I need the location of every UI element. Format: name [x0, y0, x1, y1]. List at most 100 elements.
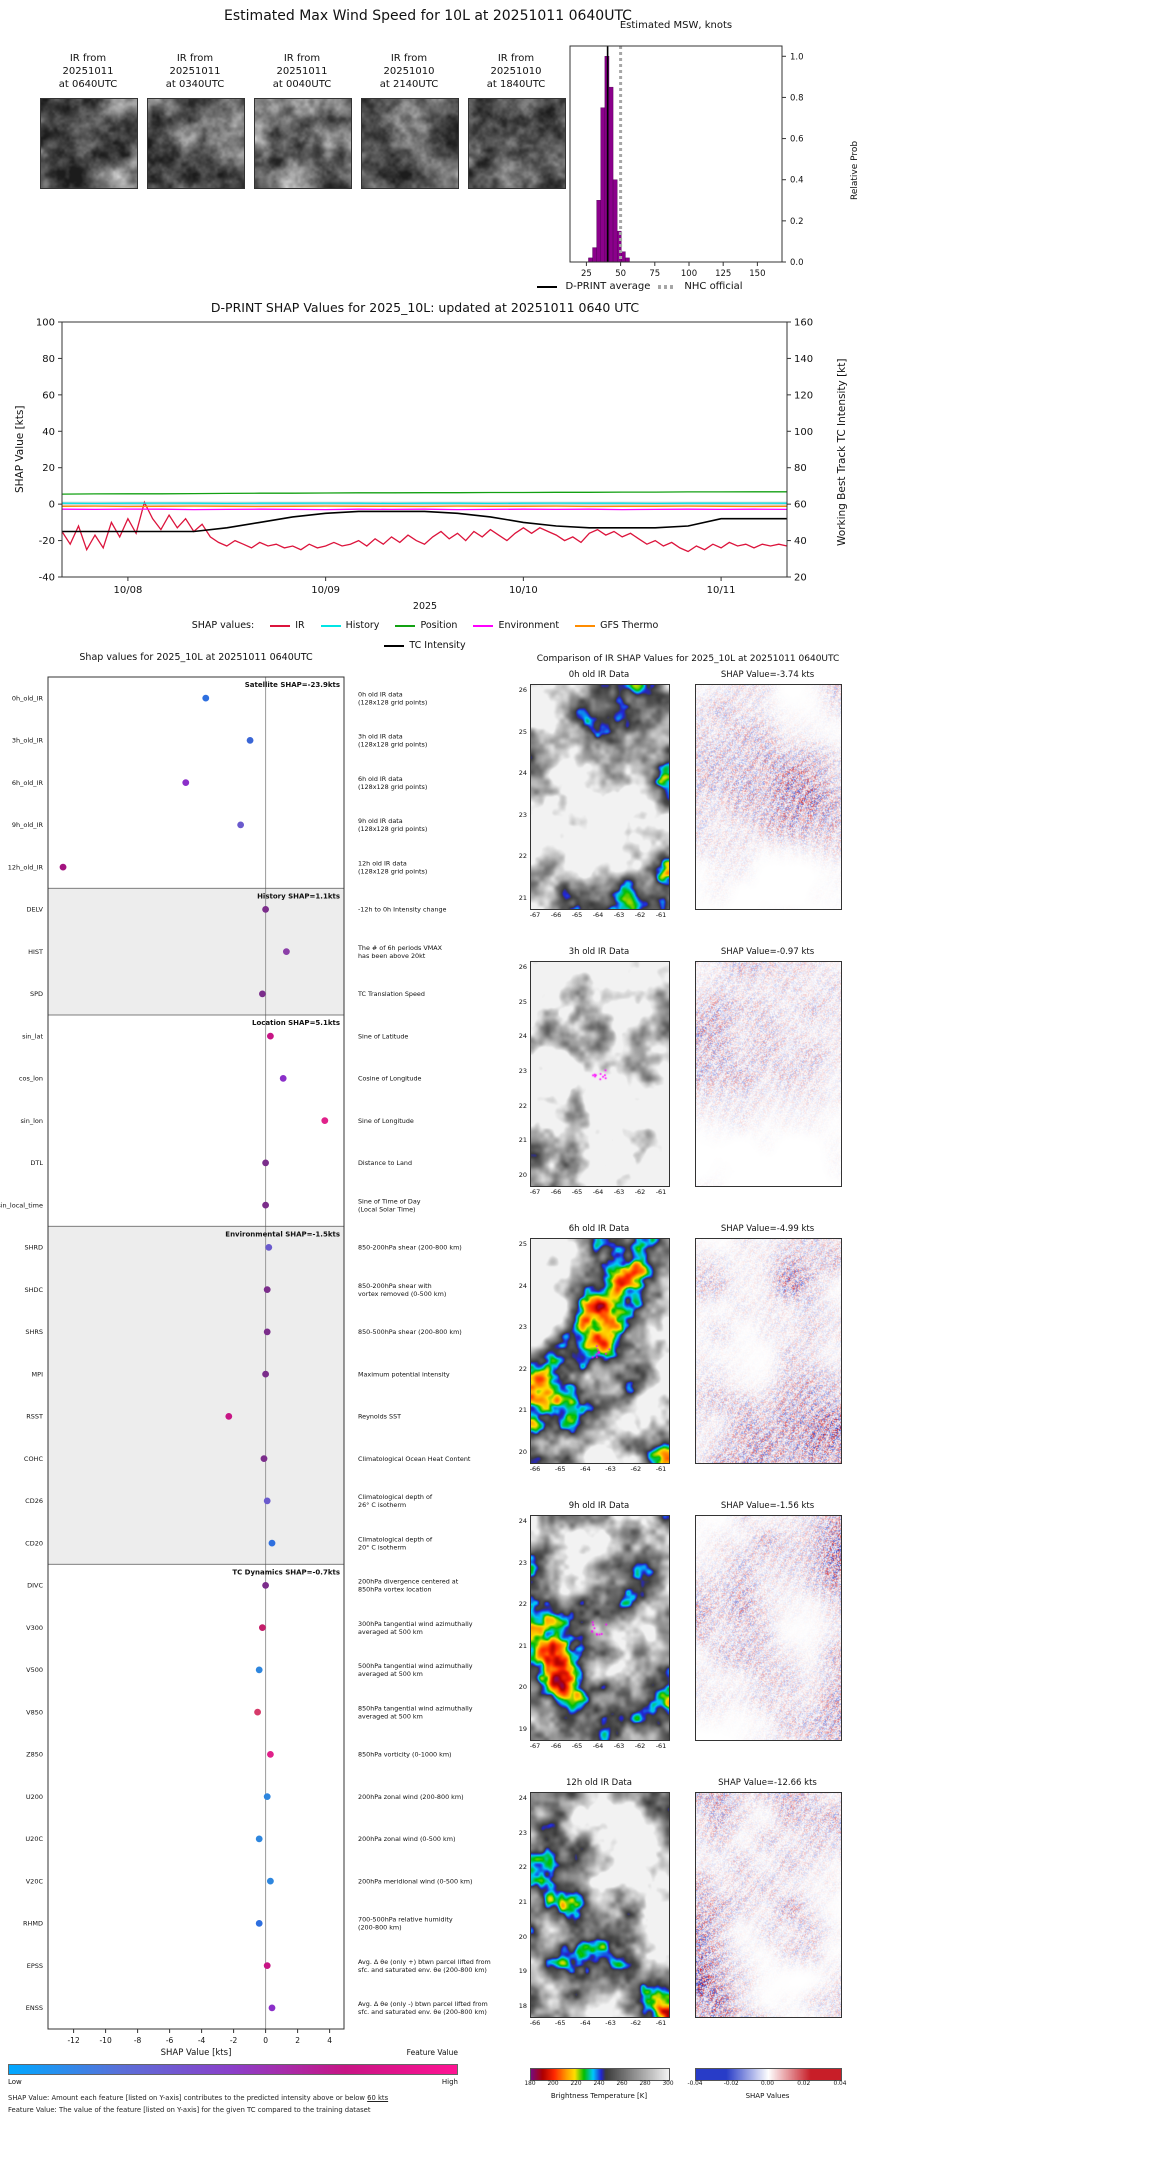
- comparison-row: 0h old IR Data SHAP Value=-3.74 kts 26 25 24…: [512, 670, 864, 947]
- legend-swatch: [270, 624, 291, 627]
- group-band: [48, 888, 344, 1015]
- y-tick-label-right: 60: [794, 500, 807, 511]
- lat-tick-label: 26: [518, 963, 527, 971]
- x-tick-label: 100: [681, 269, 697, 279]
- feature-description: 850hPa vorticity (0-1000 km): [358, 1751, 452, 1759]
- feature-dot: [237, 821, 245, 829]
- x-tick-label: -6: [166, 2036, 174, 2045]
- legend-item-label: TC Intensity: [409, 640, 466, 651]
- feature-description: Climatological depth of: [358, 1493, 433, 1501]
- lon-tick-label: -63: [613, 1742, 625, 1750]
- feature-dot: [262, 1159, 269, 1167]
- feature-description: 200hPa divergence centered at: [358, 1578, 459, 1586]
- x-tick-label: 0: [263, 2036, 268, 2045]
- feature-value-high-label: High: [441, 2078, 458, 2086]
- comparison-colorbars: 180 200 220 240 260 280 300 Brightness Tempera…: [512, 2068, 864, 2128]
- feature-description: 20° C isotherm: [358, 1543, 406, 1551]
- legend-item-label: Position: [420, 620, 458, 631]
- feature-dot: [262, 1201, 269, 1209]
- feature-description: (128x128 grid points): [358, 698, 427, 706]
- feature-label: 12h_old_IR: [8, 863, 44, 871]
- lon-tick-label: -64: [592, 1188, 604, 1196]
- ir-image: [530, 961, 670, 1187]
- feature-value-colorbar: [8, 2064, 458, 2075]
- timeseries-legend-row2: TC Intensity: [0, 640, 850, 651]
- feature-description: Cosine of Longitude: [358, 1075, 422, 1083]
- lat-tick-label: 22: [518, 1863, 527, 1872]
- ir-pane-title: 12h old IR Data: [566, 1778, 632, 1788]
- shap-image: [695, 684, 842, 910]
- lon-tick-label: -66: [529, 2019, 541, 2027]
- comparison-row: 9h old IR Data SHAP Value=-1.56 kts 24 23 22…: [512, 1501, 864, 1778]
- feature-dot: [59, 863, 67, 871]
- shap-tick-label: 0.04: [833, 2081, 847, 2087]
- lat-tick-label: 23: [518, 1323, 527, 1332]
- timeseries-ylabel-left: SHAP Value [kts]: [14, 405, 26, 493]
- ir-thumbnail-image: [361, 98, 459, 189]
- comparison-row: 12h old IR Data SHAP Value=-12.66 kts 24 23…: [512, 1778, 864, 2055]
- ir-thumbnail-image: [254, 98, 352, 189]
- y-tick-label-right: 120: [794, 390, 813, 401]
- legend-item-label: Environment: [498, 620, 560, 631]
- feature-description: 700-500hPa relative humidity: [358, 1916, 453, 1924]
- ir-thumbnail-label-line: at 0340UTC: [165, 79, 225, 90]
- lat-tick-label: 21: [518, 1406, 527, 1415]
- y-tick-label-left: 20: [42, 463, 55, 474]
- feature-description: vortex removed (0-500 km): [358, 1290, 446, 1298]
- ir-thumbnail: IR from 20251010 at 1840UTC: [468, 52, 566, 189]
- feature-label: HIST: [28, 948, 43, 956]
- lat-tick-label: 22: [518, 1101, 527, 1110]
- lon-tick-label: -64: [580, 2019, 591, 2027]
- shap-image: [695, 1792, 842, 2018]
- histogram-legend: D-PRINT average NHC official: [450, 281, 830, 292]
- histogram-bar: [600, 107, 606, 263]
- x-tick-label: 4: [327, 2036, 332, 2045]
- ir-thumbnail-strip: IR from 20251011 at 0640UTC IR from 20251011…: [40, 52, 580, 189]
- feature-dot: [182, 779, 190, 787]
- footnote-feature-value: Feature Value: The value of the feature …: [8, 2106, 371, 2114]
- timeseries-ylabel-right: Working Best Track TC Intensity [kt]: [836, 358, 848, 546]
- nhc-official-label: NHC official: [684, 281, 743, 292]
- lon-tick-label: -65: [554, 2019, 566, 2027]
- ir-thumbnail-label-line: at 2140UTC: [379, 79, 439, 90]
- shap-pane-title: SHAP Value=-1.56 kts: [720, 1501, 815, 1511]
- feature-dot: [267, 1032, 274, 1040]
- ir-image: [530, 1238, 670, 1464]
- x-tick-label: 25: [581, 269, 592, 279]
- feature-dot: [262, 1581, 269, 1589]
- feature-description: (200-800 km): [358, 1924, 402, 1932]
- legend-item: IR: [270, 620, 305, 631]
- feature-value-title: Feature Value: [406, 2048, 458, 2057]
- histogram-bar: [625, 257, 630, 263]
- feature-label: DIVC: [27, 1582, 43, 1590]
- group-header: Location SHAP=5.1kts: [252, 1019, 340, 1027]
- feature-label: ENSS: [26, 2004, 43, 2012]
- feature-description: averaged at 500 km: [358, 1712, 423, 1720]
- y-tick-label-right: 140: [794, 354, 813, 365]
- legend-item-label: GFS Thermo: [600, 620, 659, 631]
- lat-tick-label: 23: [518, 1067, 527, 1075]
- feature-description: 12h old IR data: [358, 859, 407, 867]
- feature-dot: [321, 1117, 329, 1125]
- y-tick-label: 0.0: [790, 258, 804, 268]
- bt-tick-label: 300: [662, 2081, 674, 2087]
- feature-label: CD20: [25, 1539, 43, 1547]
- series-environment: [61, 508, 788, 511]
- feature-description: averaged at 500 km: [358, 1670, 423, 1678]
- histogram-bar: [592, 247, 597, 263]
- ir-thumbnail-label-line: 20251010: [490, 66, 542, 77]
- lat-tick-label: 25: [518, 1240, 527, 1248]
- lat-tick-label: 22: [518, 852, 527, 861]
- histogram-bar: [608, 86, 614, 263]
- zero-band: [62, 501, 787, 507]
- feature-dot: [265, 1243, 273, 1251]
- ir-thumbnail-label-line: 20251011: [276, 66, 328, 77]
- legend-item: History: [320, 620, 379, 631]
- bt-tick-label: 220: [570, 2081, 582, 2087]
- ir-pane-title: 0h old IR Data: [568, 670, 630, 680]
- lat-tick-label: 21: [518, 1136, 527, 1145]
- feature-dot: [225, 1412, 233, 1420]
- lat-tick-label: 22: [518, 1600, 527, 1609]
- feature-description: has been above 20kt: [358, 952, 426, 960]
